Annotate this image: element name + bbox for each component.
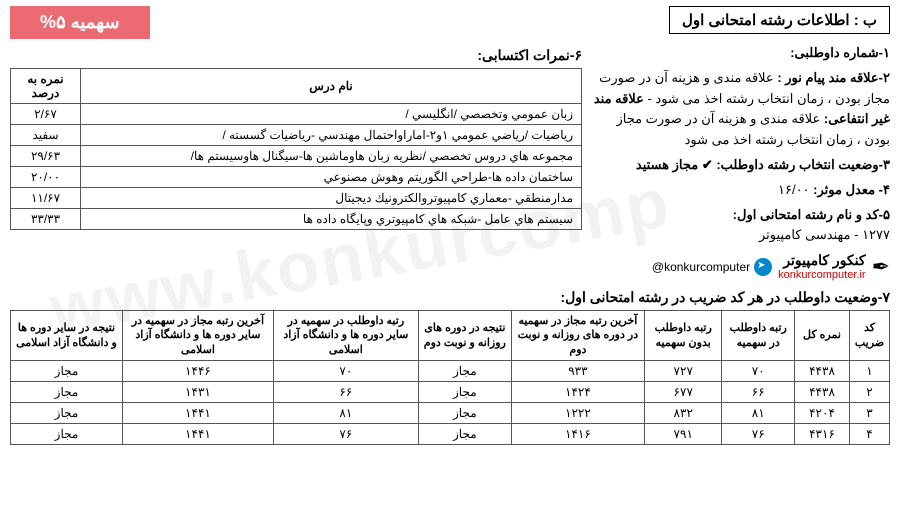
course-name: سيستم هاي عامل -شبكه هاي كامپيوتري وپايگ…	[81, 209, 582, 230]
col-rank-other: رتبه داوطلب در سهمیه در سایر دوره ها و د…	[273, 311, 418, 361]
table-row: مدارمنطقي -معماري كامپيوتروالكترونيك ديج…	[11, 188, 582, 209]
telegram-link[interactable]: @konkurcomputer	[652, 258, 772, 276]
selection-status-value: ✔ مجاز هستید	[636, 157, 713, 172]
gpa-label: ۴- معدل موثر:	[810, 182, 890, 197]
cell: ۷۲۷	[645, 361, 722, 382]
cell: ۲	[850, 382, 890, 403]
table-row: سيستم هاي عامل -شبكه هاي كامپيوتري وپايگ…	[11, 209, 582, 230]
selection-status-label: ۳-وضعیت انتخاب رشته داوطلب:	[713, 157, 890, 172]
col-coef: کد ضریب	[850, 311, 890, 361]
cell: ۶۷۷	[645, 382, 722, 403]
cell: ۴۲۰۴	[795, 403, 850, 424]
col-rank-noquota: رتبه داوطلب بدون سهمیه	[645, 311, 722, 361]
table-row: رياضيات /رياضي عمومي ۱و۲-اماراواحتمال مه…	[11, 125, 582, 146]
brand-name: کنکور کامپیوتر	[778, 252, 865, 269]
course-name: رياضيات /رياضي عمومي ۱و۲-اماراواحتمال مه…	[81, 125, 582, 146]
cell: مجاز	[418, 403, 511, 424]
col-rank-quota: رتبه داوطلب در سهمیه	[722, 311, 795, 361]
cell: مجاز	[418, 361, 511, 382]
pen-icon: ✒	[872, 254, 890, 280]
cell: ۷۹۱	[645, 424, 722, 445]
major-code-label: ۵-کد و نام رشته امتحانی اول:	[590, 205, 890, 226]
cell: ۹۳۳	[511, 361, 644, 382]
cell: ۸۱	[722, 403, 795, 424]
cell: ۷۰	[722, 361, 795, 382]
payamnoor-label: ۲-علاقه مند پیام نور :	[777, 70, 890, 85]
cell: ۶۶	[722, 382, 795, 403]
cell: ۷۰	[273, 361, 418, 382]
course-name: مجموعه هاي دروس تخصصي /نظريه زبان هاوماش…	[81, 146, 582, 167]
table-row: ۲۴۴۳۸۶۶۶۷۷۱۴۲۴مجاز۶۶۱۴۳۱مجاز	[11, 382, 890, 403]
table-row: ساختمان داده ها-طراحي الگوريتم وهوش مصنو…	[11, 167, 582, 188]
scores-table: نام درس نمره به درصد زبان عمومي وتخصصي /…	[10, 68, 582, 230]
cell: ۴۴۳۸	[795, 361, 850, 382]
quota-badge: سهمیه ۵%	[10, 6, 150, 39]
col-result-other: نتیجه در سایر دوره ها و دانشگاه آزاد اسل…	[11, 311, 123, 361]
cell: ۸۳۲	[645, 403, 722, 424]
cell: ۷۶	[273, 424, 418, 445]
brand-url: konkurcomputer.ir	[778, 269, 865, 281]
telegram-icon	[754, 258, 772, 276]
cell: ۱۲۲۲	[511, 403, 644, 424]
course-pct: ۲۰/۰۰	[11, 167, 81, 188]
section-title: ب : اطلاعات رشته امتحانی اول	[669, 6, 890, 34]
course-pct: ۱۱/۶۷	[11, 188, 81, 209]
cell: ۳	[850, 403, 890, 424]
cell: ۴	[850, 424, 890, 445]
cell: ۱۴۲۴	[511, 382, 644, 403]
scores-heading: ۶-نمرات اکتسابی:	[10, 47, 582, 64]
col-result-day: نتیجه در دوره های روزانه و نوبت دوم	[418, 311, 511, 361]
header: ب : اطلاعات رشته امتحانی اول سهمیه ۵%	[0, 0, 900, 43]
telegram-handle: @konkurcomputer	[652, 260, 750, 274]
ranking-table: کد ضریب نمره کل رتبه داوطلب در سهمیه رتب…	[10, 310, 890, 445]
cell: ۱۴۴۱	[122, 424, 273, 445]
col-percent: نمره به درصد	[11, 69, 81, 104]
cell: ۴۳۱۶	[795, 424, 850, 445]
cell: ۴۴۳۸	[795, 382, 850, 403]
applicant-number-label: ۱-شماره داوطلبی:	[790, 45, 890, 60]
major-code-value: ۱۲۷۷ - مهندسی کامپیوتر	[590, 225, 890, 246]
course-name: مدارمنطقي -معماري كامپيوتروالكترونيك ديج…	[81, 188, 582, 209]
branding-row: ✒ کنکور کامپیوتر konkurcomputer.ir @konk…	[590, 252, 890, 281]
col-last-other: آخرین رتبه مجاز در سهمیه در سایر دوره ها…	[122, 311, 273, 361]
cell: ۱۴۱۶	[511, 424, 644, 445]
cell: مجاز	[418, 382, 511, 403]
ranking-heading: ۷-وضعیت داوطلب در هر کد ضریب در رشته امت…	[10, 289, 890, 306]
course-name: ساختمان داده ها-طراحي الگوريتم وهوش مصنو…	[81, 167, 582, 188]
course-pct: ۲/۶۷	[11, 104, 81, 125]
cell: ۱۴۳۱	[122, 382, 273, 403]
cell: مجاز	[418, 424, 511, 445]
course-name: زبان عمومي وتخصصي /انگليسي /	[81, 104, 582, 125]
table-row: مجموعه هاي دروس تخصصي /نظريه زبان هاوماش…	[11, 146, 582, 167]
cell: ۱۴۴۱	[122, 403, 273, 424]
table-row: زبان عمومي وتخصصي /انگليسي /۲/۶۷	[11, 104, 582, 125]
col-course-name: نام درس	[81, 69, 582, 104]
table-row: ۴۴۳۱۶۷۶۷۹۱۱۴۱۶مجاز۷۶۱۴۴۱مجاز	[11, 424, 890, 445]
ranking-section: ۷-وضعیت داوطلب در هر کد ضریب در رشته امت…	[0, 281, 900, 445]
cell: مجاز	[11, 361, 123, 382]
cell: مجاز	[11, 382, 123, 403]
cell: ۱	[850, 361, 890, 382]
cell: ۱۴۴۶	[122, 361, 273, 382]
cell: ۷۶	[722, 424, 795, 445]
cell: ۶۶	[273, 382, 418, 403]
table-row: ۳۴۲۰۴۸۱۸۳۲۱۲۲۲مجاز۸۱۱۴۴۱مجاز	[11, 403, 890, 424]
gpa-value: ۱۶/۰۰	[778, 182, 810, 197]
cell: مجاز	[11, 403, 123, 424]
scores-column: ۶-نمرات اکتسابی: نام درس نمره به درصد زب…	[10, 43, 582, 281]
info-column: ۱-شماره داوطلبی: ۲-علاقه مند پیام نور : …	[590, 43, 890, 281]
col-last-day: آخرین رتبه مجاز در سهمیه در دوره های روز…	[511, 311, 644, 361]
col-total: نمره کل	[795, 311, 850, 361]
course-pct: سفید	[11, 125, 81, 146]
course-pct: ۲۹/۶۳	[11, 146, 81, 167]
cell: ۸۱	[273, 403, 418, 424]
cell: مجاز	[11, 424, 123, 445]
course-pct: ۳۳/۳۳	[11, 209, 81, 230]
table-row: ۱۴۴۳۸۷۰۷۲۷۹۳۳مجاز۷۰۱۴۴۶مجاز	[11, 361, 890, 382]
